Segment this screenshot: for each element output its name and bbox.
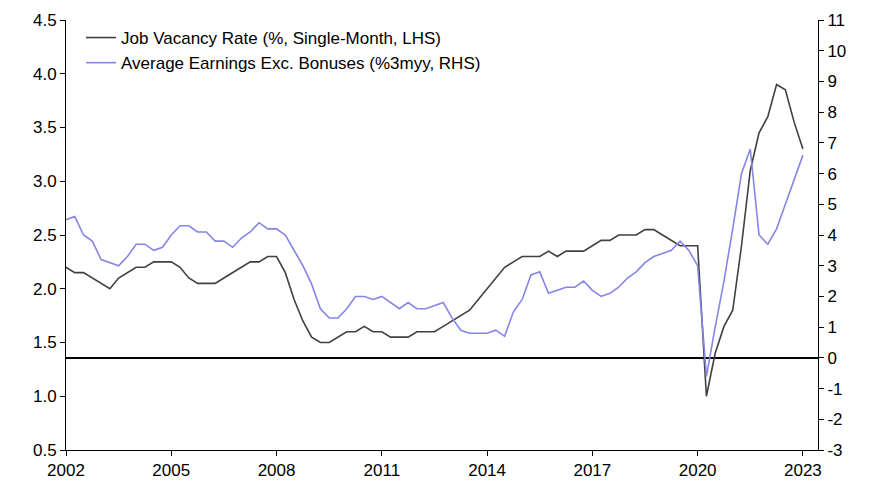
svg-text:2008: 2008 xyxy=(258,461,296,480)
svg-text:2023: 2023 xyxy=(784,461,822,480)
svg-text:1.5: 1.5 xyxy=(33,333,57,352)
svg-text:0: 0 xyxy=(827,349,836,368)
svg-text:4.5: 4.5 xyxy=(33,11,57,30)
svg-text:5: 5 xyxy=(827,195,836,214)
svg-text:Average Earnings Exc. Bonuses: Average Earnings Exc. Bonuses (%3myy, RH… xyxy=(121,54,480,73)
svg-text:-1: -1 xyxy=(827,380,842,399)
svg-text:4.0: 4.0 xyxy=(33,65,57,84)
svg-text:7: 7 xyxy=(827,134,836,153)
svg-text:6: 6 xyxy=(827,165,836,184)
svg-text:2.0: 2.0 xyxy=(33,280,57,299)
svg-text:3: 3 xyxy=(827,257,836,276)
svg-text:2002: 2002 xyxy=(47,461,85,480)
svg-text:Job Vacancy Rate (%, Single-Mo: Job Vacancy Rate (%, Single-Month, LHS) xyxy=(121,29,441,48)
svg-text:2011: 2011 xyxy=(364,461,401,480)
svg-text:1: 1 xyxy=(827,318,836,337)
svg-text:2.5: 2.5 xyxy=(33,226,57,245)
svg-text:2014: 2014 xyxy=(468,461,506,480)
svg-text:2017: 2017 xyxy=(573,461,611,480)
svg-text:1.0: 1.0 xyxy=(33,387,57,406)
svg-text:2020: 2020 xyxy=(679,461,717,480)
svg-text:2: 2 xyxy=(827,287,836,306)
svg-text:4: 4 xyxy=(827,226,836,245)
svg-text:3.5: 3.5 xyxy=(33,118,57,137)
svg-text:3.0: 3.0 xyxy=(33,172,57,191)
svg-text:9: 9 xyxy=(827,72,836,91)
svg-text:10: 10 xyxy=(827,42,846,61)
svg-text:8: 8 xyxy=(827,103,836,122)
svg-text:2005: 2005 xyxy=(152,461,190,480)
svg-text:-2: -2 xyxy=(827,410,842,429)
svg-text:-3: -3 xyxy=(827,441,842,460)
svg-text:0.5: 0.5 xyxy=(33,441,57,460)
svg-text:11: 11 xyxy=(827,11,845,30)
